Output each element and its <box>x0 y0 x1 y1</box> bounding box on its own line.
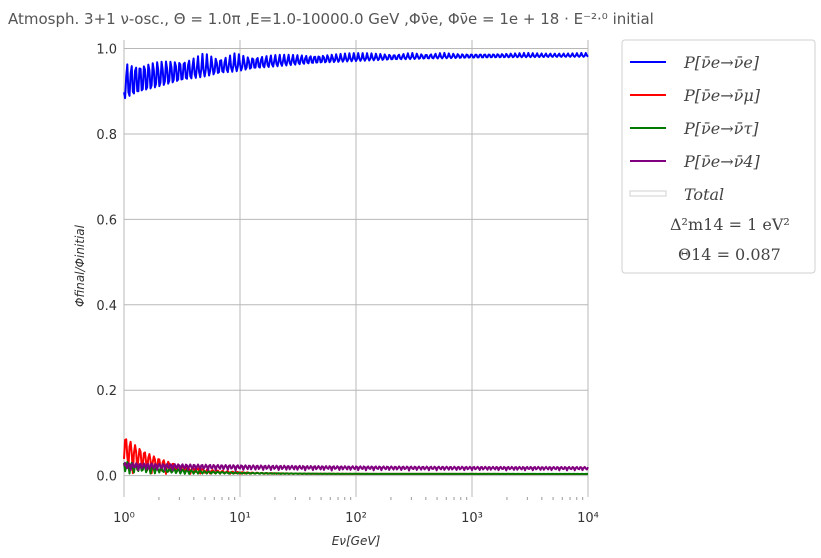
legend: P[ν̄e→ν̄e] P[ν̄e→ν̄μ] P[ν̄e→ν̄τ] P[ν̄e→ν̄4]… <box>621 39 816 274</box>
x-tick-label: 10⁰ <box>113 511 135 526</box>
legend-items: P[ν̄e→ν̄e] P[ν̄e→ν̄μ] P[ν̄e→ν̄τ] P[ν̄e→ν̄4]… <box>629 53 761 204</box>
y-tick-label: 0.6 <box>96 213 117 228</box>
legend-label-1: P[ν̄e→ν̄μ] <box>683 86 761 105</box>
x-tick-label: 10¹ <box>229 511 251 526</box>
y-tick-label: 0.0 <box>96 470 117 485</box>
chart-title: Atmosph. 3+1 ν-osc., Θ = 1.0π ,E=1.0-100… <box>8 10 654 28</box>
y-tick-label: 0.4 <box>96 299 117 314</box>
y-tick-label: 1.0 <box>96 43 117 58</box>
series-line-0 <box>123 51 589 100</box>
y-axis-label: Φfinal/Φinitial <box>73 224 87 307</box>
plot-area: 10⁰ 10¹ 10² 10³ 10⁴ 0.0 0.2 0.4 0.6 0.8 1.0 <box>96 40 599 526</box>
y-tick-label: 0.2 <box>96 384 117 399</box>
x-tick-label: 10³ <box>461 511 483 526</box>
series-line-3 <box>123 461 589 472</box>
legend-frame <box>621 39 816 274</box>
legend-label-4: Total <box>684 185 724 204</box>
y-tick-labels: 0.0 0.2 0.4 0.6 0.8 1.0 <box>96 43 117 485</box>
legend-swatch-total <box>629 190 667 197</box>
legend-label-0: P[ν̄e→ν̄e] <box>683 53 760 72</box>
x-tick-labels: 10⁰ 10¹ 10² 10³ 10⁴ <box>113 511 599 526</box>
legend-annotation-angle: Θ14 = 0.087 <box>678 245 781 264</box>
series-line-2 <box>123 461 589 475</box>
legend-label-3: P[ν̄e→ν̄4] <box>683 152 761 171</box>
series-lines <box>123 51 589 475</box>
grid-lines <box>123 40 589 500</box>
x-axis-label: Eν[GeV] <box>332 534 381 548</box>
legend-label-2: P[ν̄e→ν̄τ] <box>683 119 759 138</box>
x-tick-label: 10² <box>345 511 367 526</box>
x-tick-label: 10⁴ <box>577 511 599 526</box>
legend-annotation-mass: Δ²m14 = 1 eV² <box>670 215 790 234</box>
y-tick-label: 0.8 <box>96 128 117 143</box>
